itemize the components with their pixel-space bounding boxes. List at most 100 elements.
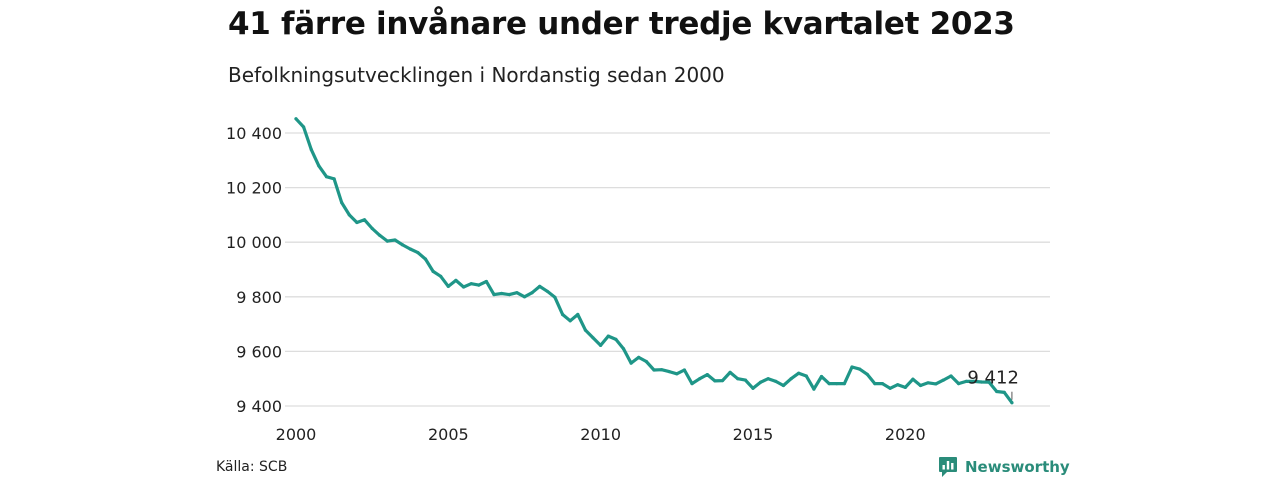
- data-point: [682, 368, 687, 372]
- data-point: [431, 269, 435, 273]
- brand-name: Newsworthy: [965, 458, 1070, 476]
- data-point: [401, 243, 405, 247]
- x-tick-label: 2020: [885, 425, 926, 444]
- data-point: [972, 379, 976, 383]
- data-point: [926, 381, 930, 385]
- data-point: [873, 382, 877, 386]
- data-point: [850, 365, 854, 369]
- data-point: [705, 373, 709, 377]
- y-tick-label: 9 400: [236, 397, 282, 416]
- data-point: [370, 226, 374, 231]
- data-point: [789, 377, 793, 381]
- data-point: [492, 293, 496, 297]
- data-point: [347, 213, 351, 217]
- data-point: [842, 382, 847, 386]
- data-point: [911, 377, 915, 381]
- data-point: [385, 239, 389, 243]
- y-tick-label: 9 600: [236, 342, 282, 361]
- data-point: [454, 278, 458, 282]
- y-tick-label: 10 400: [226, 124, 282, 143]
- data-point: [995, 389, 999, 394]
- gridlines: [285, 132, 1050, 407]
- data-point: [827, 382, 831, 386]
- data-point: [614, 337, 618, 341]
- data-point: [720, 379, 725, 383]
- data-point: [903, 385, 907, 389]
- y-tick-label: 10 000: [226, 233, 282, 252]
- data-point: [835, 382, 839, 386]
- data-point: [637, 355, 641, 359]
- data-point: [774, 379, 778, 383]
- data-point: [652, 368, 656, 372]
- data-point: [759, 380, 763, 384]
- data-point: [538, 284, 542, 288]
- data-point: [781, 383, 786, 388]
- data-point: [728, 370, 732, 374]
- data-point: [317, 164, 321, 168]
- data-point: [987, 380, 991, 384]
- data-point: [804, 374, 808, 378]
- data-point: [736, 377, 740, 381]
- brand-logo: Newsworthy: [938, 456, 1070, 478]
- data-point: [484, 279, 488, 284]
- data-point: [416, 251, 420, 255]
- bar-chart-speech-icon: [939, 457, 957, 477]
- data-point: [522, 295, 527, 299]
- x-tick-label: 2010: [580, 425, 621, 444]
- data-point: [667, 370, 671, 374]
- data-point: [561, 312, 565, 317]
- x-axis-ticks: 2000 2005 2010 2015 2020: [276, 425, 926, 444]
- data-point: [340, 201, 344, 205]
- x-tick-label: 2005: [428, 425, 469, 444]
- data-point: [530, 291, 534, 295]
- chart-subtitle: Befolkningsutvecklingen i Nordanstig sed…: [228, 63, 725, 87]
- data-point: [568, 319, 572, 323]
- data-point: [934, 382, 938, 386]
- chart-title: 41 färre invånare under tredje kvartalet…: [228, 6, 1015, 42]
- data-point: [545, 289, 549, 293]
- data-point: [423, 257, 428, 261]
- data-point: [576, 312, 580, 317]
- data-point: [865, 372, 869, 376]
- data-point: [957, 382, 961, 386]
- series-line: [294, 117, 1014, 405]
- data-point: [515, 291, 519, 295]
- end-value-label: 9 412: [967, 368, 1019, 389]
- data-point: [500, 291, 504, 296]
- data-point: [812, 387, 816, 391]
- data-point: [477, 283, 481, 287]
- data-point: [583, 328, 588, 332]
- data-point: [302, 125, 306, 129]
- data-point: [621, 347, 626, 351]
- data-point: [751, 386, 755, 390]
- data-point: [606, 334, 610, 338]
- data-point: [713, 379, 717, 383]
- data-point: [941, 378, 946, 382]
- data-point: [964, 379, 968, 383]
- data-point: [439, 274, 443, 278]
- data-point: [591, 336, 595, 340]
- data-point: [1002, 390, 1006, 394]
- data-point: [979, 380, 984, 384]
- data-point: [629, 361, 633, 365]
- x-tick-label: 2000: [276, 425, 317, 444]
- data-point: [896, 383, 900, 387]
- data-point: [599, 343, 603, 347]
- data-point: [362, 218, 367, 222]
- data-point: [858, 367, 862, 371]
- data-point: [294, 117, 298, 121]
- y-tick-label: 10 200: [226, 179, 282, 198]
- data-point: [507, 293, 511, 297]
- data-point: [446, 284, 450, 288]
- data-point: [462, 285, 466, 289]
- end-label-group: 9 412: [967, 368, 1019, 400]
- data-point: [819, 374, 824, 379]
- data-point: [797, 371, 801, 375]
- y-tick-label: 9 800: [236, 288, 282, 307]
- data-point: [332, 177, 336, 181]
- data-point: [675, 372, 679, 376]
- data-point: [743, 378, 748, 382]
- data-point: [553, 295, 557, 299]
- x-tick-label: 2015: [733, 425, 774, 444]
